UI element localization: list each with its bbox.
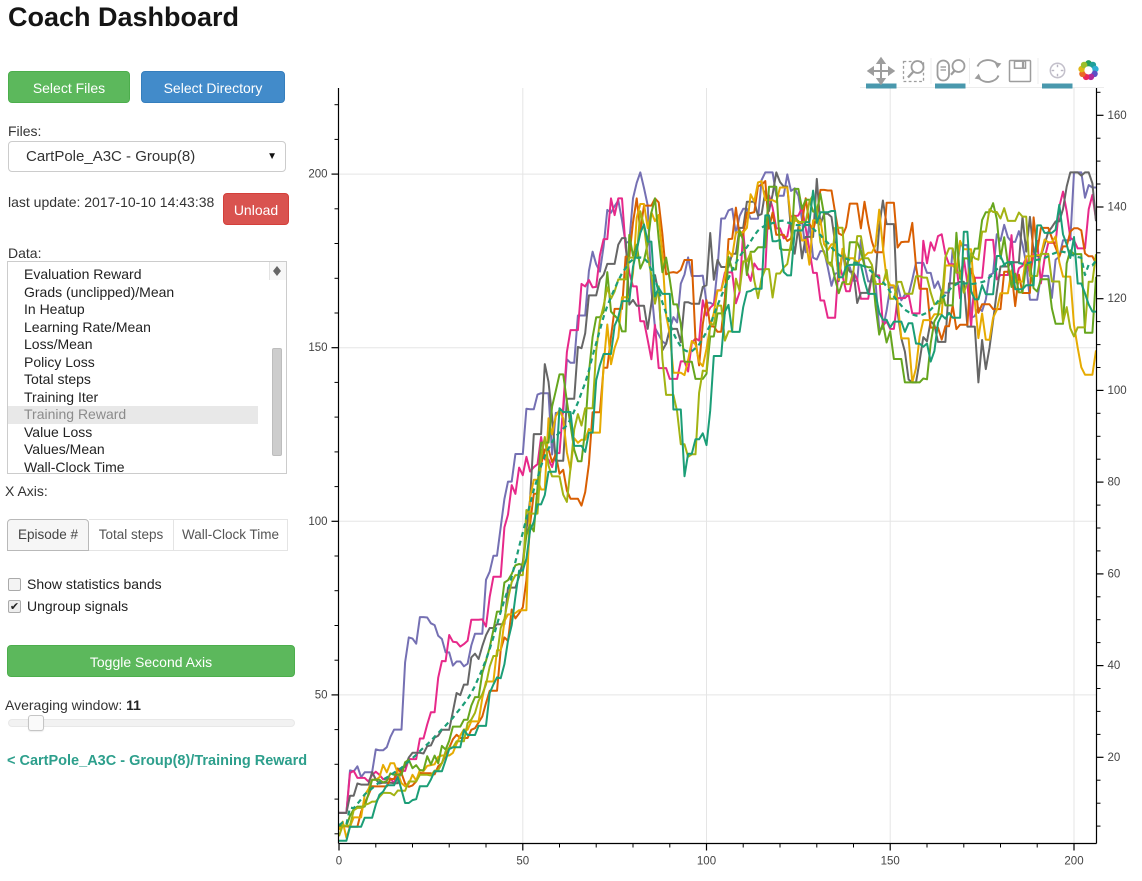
- svg-text:80: 80: [1108, 477, 1121, 489]
- svg-text:200: 200: [1064, 856, 1083, 868]
- svg-text:60: 60: [1108, 568, 1121, 580]
- svg-text:100: 100: [308, 516, 327, 528]
- svg-text:160: 160: [1108, 110, 1127, 122]
- svg-text:20: 20: [1108, 752, 1121, 764]
- svg-text:100: 100: [1108, 385, 1127, 397]
- svg-text:40: 40: [1108, 660, 1121, 672]
- svg-text:100: 100: [697, 856, 716, 868]
- svg-text:120: 120: [1108, 293, 1127, 305]
- svg-text:50: 50: [315, 689, 328, 701]
- svg-text:150: 150: [308, 342, 327, 354]
- svg-text:140: 140: [1108, 202, 1127, 214]
- svg-text:150: 150: [881, 856, 900, 868]
- svg-text:200: 200: [308, 169, 327, 181]
- svg-text:0: 0: [336, 856, 342, 868]
- svg-text:50: 50: [516, 856, 529, 868]
